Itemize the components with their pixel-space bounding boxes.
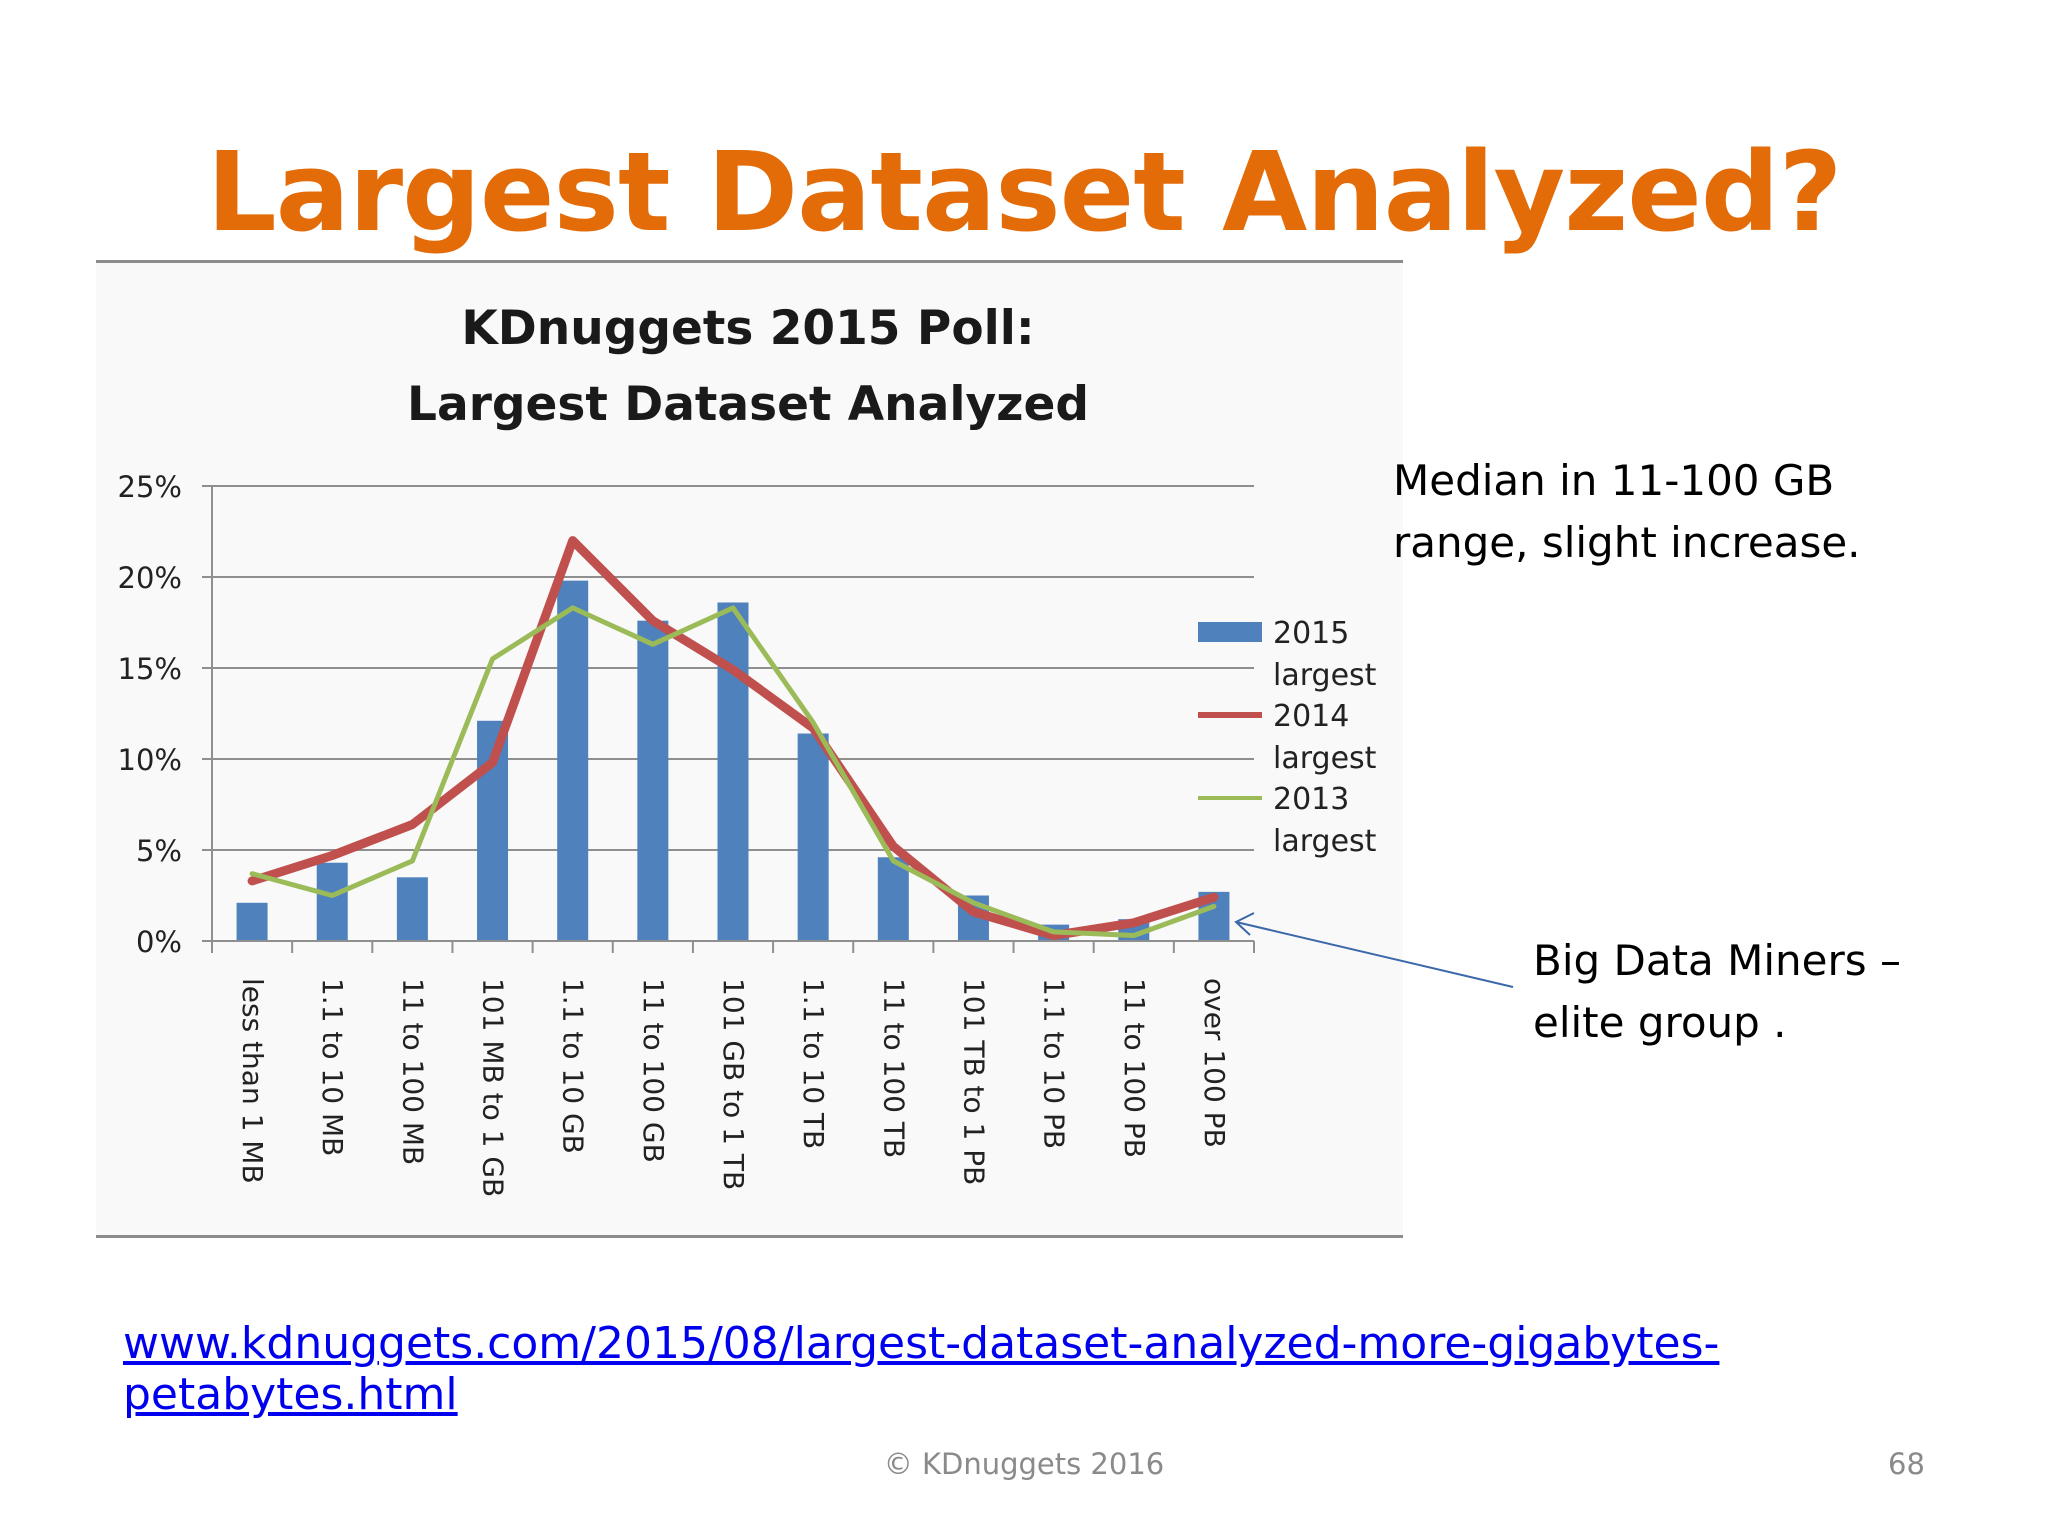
chart-title-line2: Largest Dataset Analyzed xyxy=(407,377,1089,432)
x-tick-label: less than 1 MB xyxy=(236,978,269,1184)
legend-swatch-bar xyxy=(1198,622,1262,642)
legend-label: 2013 xyxy=(1273,782,1349,817)
bar-2015 xyxy=(557,580,589,941)
y-tick-label: 15% xyxy=(118,652,182,686)
line-2014-largest xyxy=(247,536,1219,940)
axes xyxy=(202,485,1255,953)
bar-2015 xyxy=(877,857,909,941)
x-tick-label: 1.1 to 10 TB xyxy=(797,978,830,1149)
legend-label-suffix: largest xyxy=(1273,741,1377,776)
chart-title-line1: KDnuggets 2015 Poll: xyxy=(461,301,1034,356)
source-link[interactable]: www.kdnuggets.com/2015/08/largest-datase… xyxy=(123,1318,1720,1420)
x-tick-label: 101 TB to 1 PB xyxy=(957,978,990,1185)
legend-label-suffix: largest xyxy=(1273,658,1377,693)
x-tick-label: 101 GB to 1 TB xyxy=(717,978,750,1190)
x-tick-label: 101 MB to 1 GB xyxy=(477,978,510,1197)
bar-2015 xyxy=(316,862,348,941)
y-tick-label: 10% xyxy=(118,743,182,777)
y-tick-labels: 0% 5% 10% 15% 20% 25% xyxy=(118,470,182,959)
chart-top-rule xyxy=(96,260,1403,263)
bar-2015 xyxy=(396,877,428,941)
legend-label-suffix: largest xyxy=(1273,824,1377,859)
y-tick-label: 0% xyxy=(136,925,182,959)
x-tick-labels: less than 1 MB 1.1 to 10 MB 11 to 100 MB 10… xyxy=(236,978,1231,1197)
bars-2015 xyxy=(236,580,1230,941)
bar-2015 xyxy=(797,733,829,941)
slide-title: Largest Dataset Analyzed? xyxy=(206,128,1843,256)
x-tick-label: 1.1 to 10 GB xyxy=(557,978,590,1154)
x-tick-label: 1.1 to 10 MB xyxy=(316,978,349,1156)
chart-panel xyxy=(96,260,1403,1237)
median-note: Median in 11-100 GB range, slight increa… xyxy=(1393,456,1861,567)
x-tick-label: 11 to 100 GB xyxy=(637,978,670,1163)
bar-2015 xyxy=(236,902,268,941)
y-tick-label: 25% xyxy=(118,470,182,504)
legend: 2015 largest 2014 largest 2013 largest xyxy=(1198,616,1377,859)
x-tick-label: 1.1 to 10 PB xyxy=(1038,978,1071,1149)
line-2013-largest xyxy=(249,605,1217,938)
chart-bottom-rule xyxy=(96,1235,1403,1238)
x-tick-label: 11 to 100 MB xyxy=(396,978,429,1165)
y-tick-label: 20% xyxy=(118,561,182,595)
x-tick-label: 11 to 100 PB xyxy=(1118,978,1151,1158)
legend-label: 2014 xyxy=(1273,699,1349,734)
y-tick-label: 5% xyxy=(136,834,182,868)
page-number: 68 xyxy=(1888,1447,1925,1481)
miners-arrow xyxy=(1234,912,1514,988)
bar-2015 xyxy=(637,620,669,941)
x-tick-label: 11 to 100 TB xyxy=(877,978,910,1158)
footer-copyright: © KDnuggets 2016 xyxy=(883,1447,1165,1481)
legend-label: 2015 xyxy=(1273,616,1349,651)
miners-note: Big Data Miners – elite group . xyxy=(1533,936,1901,1047)
bar-2015 xyxy=(717,602,749,941)
x-tick-label: over 100 PB xyxy=(1198,978,1231,1148)
series-lines xyxy=(247,536,1219,940)
